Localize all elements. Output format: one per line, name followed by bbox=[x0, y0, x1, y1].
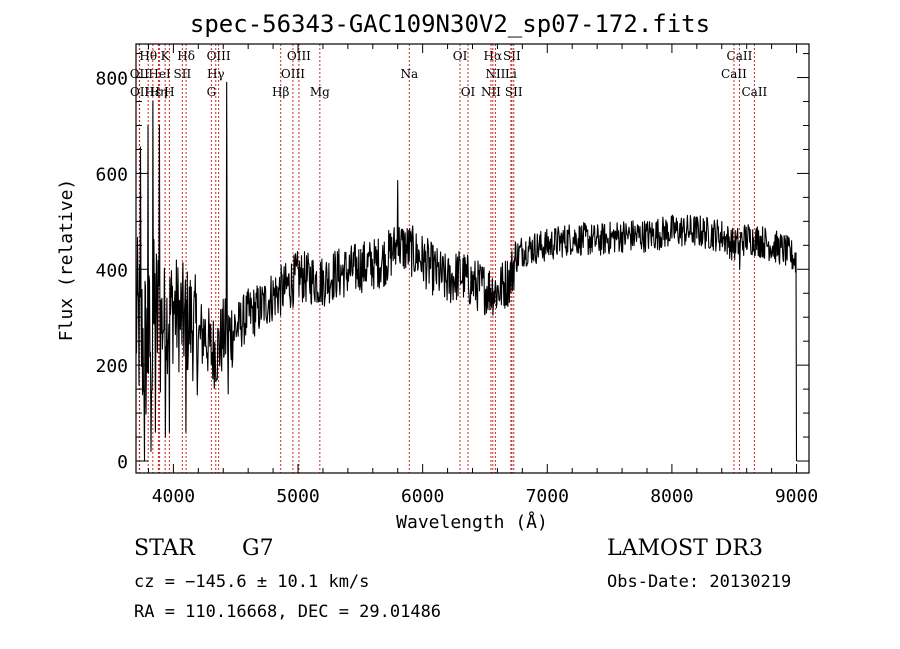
coordinates: RA = 110.16668, DEC = 29.01486 bbox=[134, 602, 442, 622]
line-label: Li bbox=[505, 67, 517, 81]
line-label: Mg bbox=[310, 85, 330, 99]
line-label: K bbox=[161, 49, 171, 63]
y-tick-label: 200 bbox=[95, 356, 128, 377]
x-tick-label: 4000 bbox=[152, 486, 195, 507]
line-label: OI bbox=[453, 49, 468, 63]
line-label: Hη bbox=[150, 85, 168, 99]
axis-ticks: 4000 5000 6000 7000 8000 9000 0 200 400 600 800 bbox=[95, 44, 818, 507]
line-label: OIII bbox=[287, 49, 311, 63]
spectrum-series bbox=[135, 81, 798, 462]
y-axis-label: Flux (relative) bbox=[56, 179, 77, 342]
line-label: OI bbox=[461, 85, 476, 99]
line-label: G bbox=[207, 85, 217, 99]
y-tick-label: 0 bbox=[117, 452, 128, 473]
line-label: SII bbox=[503, 49, 521, 63]
line-label: Hδ bbox=[177, 49, 195, 63]
chart-title: spec-56343-GAC109N30V2_sp07-172.fits bbox=[189, 10, 711, 38]
line-label: CaII bbox=[727, 49, 753, 63]
line-label: Hε bbox=[144, 85, 161, 99]
line-label: Hθ bbox=[139, 49, 157, 63]
object-subclass: G7 bbox=[242, 536, 274, 561]
x-tick-label: 8000 bbox=[650, 486, 693, 507]
y-tick-label: 400 bbox=[95, 260, 128, 281]
line-label: Hα bbox=[484, 49, 503, 63]
x-tick-label: 9000 bbox=[775, 486, 818, 507]
y-tick-label: 600 bbox=[95, 164, 128, 185]
survey-label: LAMOST DR3 bbox=[607, 536, 763, 561]
y-tick-label: 800 bbox=[95, 69, 128, 90]
x-tick-label: 5000 bbox=[276, 486, 319, 507]
line-label: CaII bbox=[721, 67, 747, 81]
line-label: Hγ bbox=[207, 67, 225, 81]
redshift-cz: cz = −145.6 ± 10.1 km/s bbox=[134, 572, 370, 592]
x-tick-label: 7000 bbox=[526, 486, 569, 507]
line-label: OIII bbox=[207, 49, 231, 63]
spectrum-line bbox=[135, 81, 798, 462]
line-label: SII bbox=[174, 67, 192, 81]
line-label: CaII bbox=[741, 85, 767, 99]
x-axis-label: Wavelength (Å) bbox=[396, 511, 548, 533]
obs-date: Obs-Date: 20130219 bbox=[607, 572, 792, 592]
line-label: HeI bbox=[148, 67, 171, 81]
line-label: Na bbox=[400, 67, 418, 81]
line-label: NII bbox=[481, 85, 501, 99]
line-label: OII bbox=[130, 85, 150, 99]
line-label: OIII bbox=[281, 67, 305, 81]
line-label: H bbox=[164, 85, 174, 99]
x-tick-label: 6000 bbox=[401, 486, 444, 507]
object-class: STAR bbox=[134, 536, 195, 561]
line-label: NII bbox=[485, 67, 505, 81]
plot-frame bbox=[135, 43, 810, 474]
line-label: SII bbox=[505, 85, 523, 99]
line-label: Hβ bbox=[272, 85, 289, 99]
